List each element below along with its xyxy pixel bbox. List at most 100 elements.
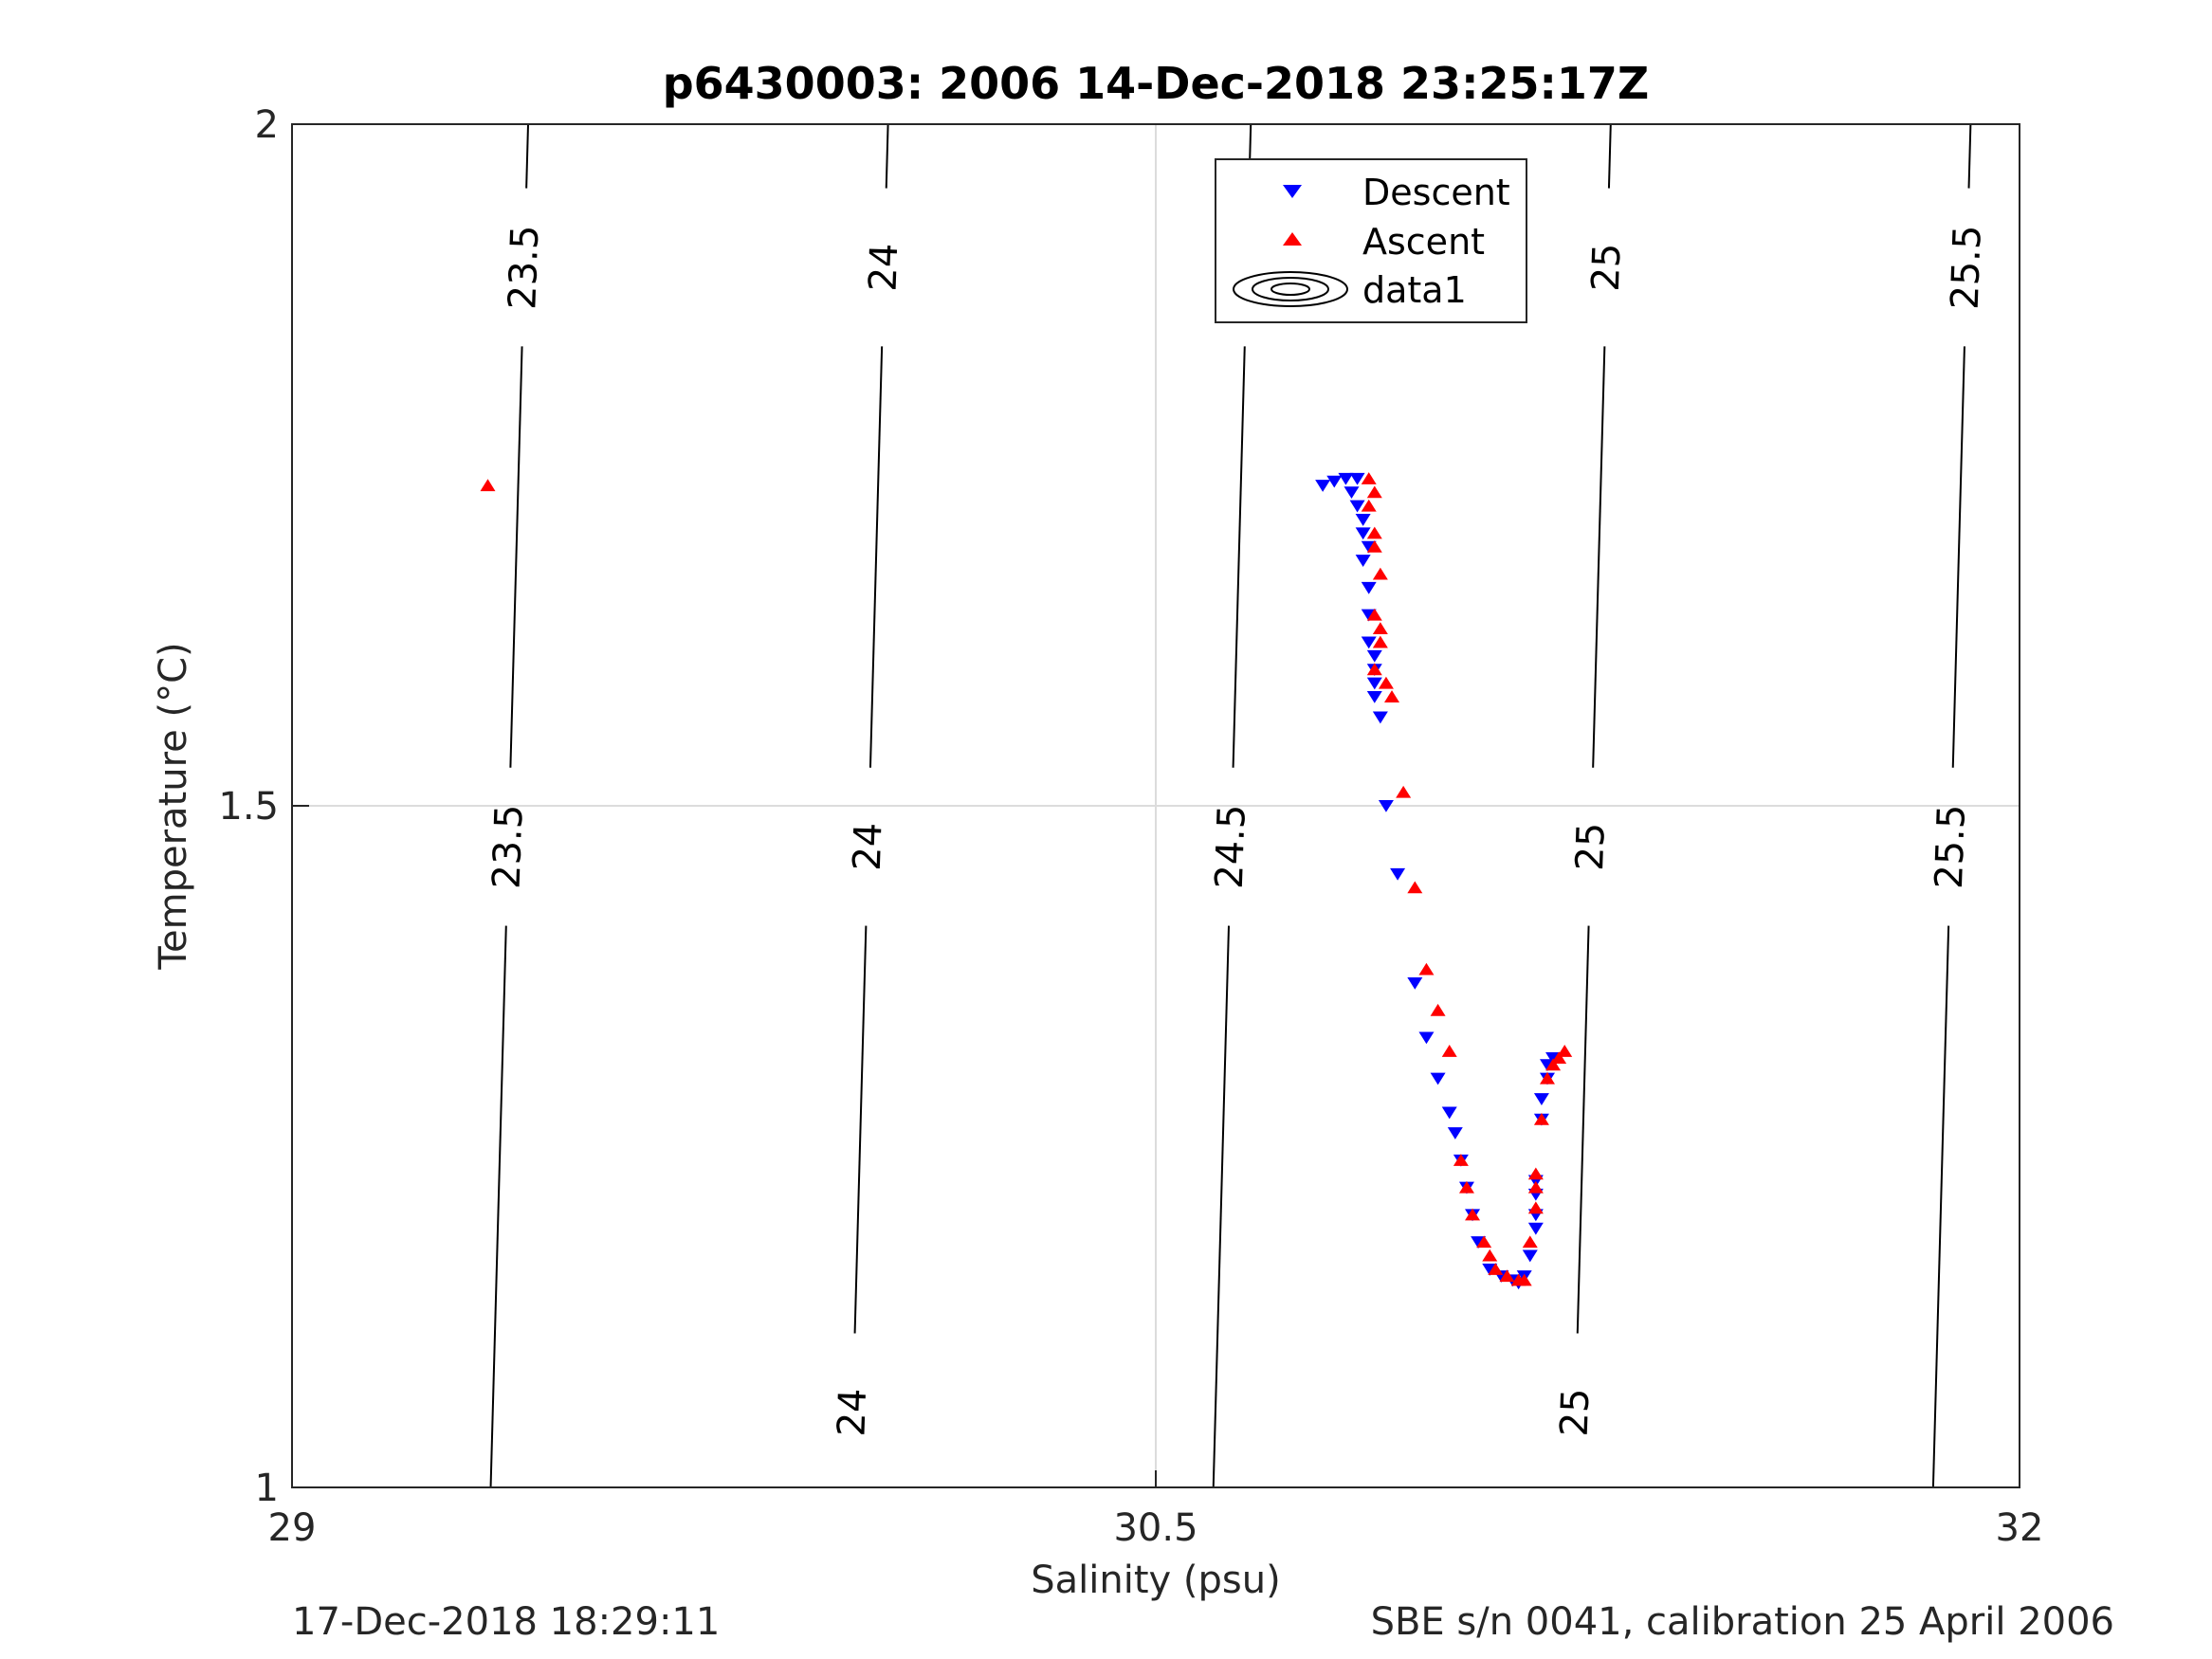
- y-tick-label: 2: [255, 103, 279, 147]
- ascent-point: [1378, 676, 1394, 689]
- legend-contour-icon-outer: [1233, 271, 1348, 307]
- contour-line: [1931, 925, 1950, 1488]
- contour-label: 23.5: [485, 804, 532, 890]
- ascent-point: [1488, 1263, 1504, 1275]
- ascent-point: [1396, 785, 1412, 798]
- ascent-point: [1458, 1180, 1474, 1194]
- contour-line: [868, 346, 884, 768]
- x-tick-label: 30.5: [1113, 1506, 1197, 1550]
- ascent-point: [1557, 1045, 1573, 1057]
- chart-title: p6430003: 2006 14-Dec-2018 23:25:17Z: [663, 58, 1650, 109]
- descent-point: [1441, 1106, 1457, 1120]
- contour-label: 24: [846, 822, 891, 871]
- legend-descent-label: Descent: [1362, 172, 1510, 213]
- descent-point: [1430, 1072, 1446, 1085]
- ascent-point: [1366, 526, 1382, 539]
- legend-ascent-marker: [1283, 232, 1302, 246]
- contour-line: [525, 123, 530, 189]
- ascent-point: [1539, 1071, 1555, 1085]
- descent-point: [1326, 475, 1343, 488]
- descent-point: [1378, 800, 1394, 812]
- legend-ascent-label: Ascent: [1362, 221, 1485, 263]
- ascent-point: [1441, 1045, 1457, 1057]
- ascent-point: [1384, 690, 1400, 702]
- descent-point: [1447, 1127, 1463, 1139]
- contour-line: [1592, 346, 1606, 768]
- x-tick-label: 32: [1996, 1506, 2044, 1550]
- contour-line: [1967, 123, 1972, 189]
- x-axis-label: Salinity (psu): [1031, 1559, 1280, 1602]
- ascent-point: [1361, 499, 1377, 512]
- contour-line: [1232, 346, 1246, 768]
- ascent-point: [1366, 539, 1382, 553]
- contour-label: 25: [1568, 822, 1614, 871]
- legend: Descent Ascent data1: [1215, 158, 1527, 323]
- footer-calibration: SBE s/n 0041, calibration 25 April 2006: [1370, 1600, 2114, 1644]
- contour-line: [1607, 123, 1612, 189]
- ascent-point: [1516, 1273, 1532, 1286]
- contour-line: [885, 123, 889, 189]
- ascent-point: [1527, 1201, 1544, 1214]
- y-tick-label: 1.5: [218, 785, 279, 829]
- ascent-point: [1430, 1003, 1446, 1016]
- ascent-point: [480, 479, 496, 492]
- ascent-point: [1482, 1249, 1498, 1262]
- data-points: [480, 472, 1573, 1290]
- ascent-point: [1527, 1180, 1544, 1194]
- ascent-point: [1366, 663, 1382, 676]
- contour-label: 24: [830, 1388, 875, 1437]
- descent-point: [1315, 480, 1331, 492]
- x-tick-label: 29: [268, 1506, 317, 1550]
- ascent-point: [1407, 881, 1423, 894]
- descent-point: [1355, 514, 1371, 526]
- contour-label: 24.5: [1208, 804, 1254, 890]
- descent-point: [1366, 690, 1382, 703]
- ascent-point: [1499, 1269, 1515, 1283]
- ascent-point: [1372, 567, 1388, 580]
- legend-data1-label: data1: [1362, 269, 1467, 311]
- ascent-point: [1527, 1167, 1544, 1180]
- descent-point: [1349, 500, 1365, 513]
- ascent-point: [1372, 622, 1388, 635]
- ascent-point: [1418, 962, 1435, 975]
- descent-point: [1372, 711, 1388, 724]
- contour-line: [853, 925, 868, 1334]
- descent-point: [1407, 976, 1423, 990]
- contour-line: [1576, 925, 1590, 1334]
- descent-point: [1522, 1249, 1538, 1263]
- ascent-point: [1366, 608, 1382, 621]
- contour-label: 23.5: [501, 225, 547, 311]
- descent-point: [1361, 581, 1377, 594]
- ascent-point: [1366, 485, 1382, 499]
- contour-label: 25.5: [1944, 225, 1990, 311]
- y-axis-label: Temperature (°C): [152, 642, 195, 970]
- descent-point: [1366, 649, 1382, 663]
- descent-point: [1338, 472, 1354, 485]
- contour-line: [1212, 925, 1230, 1488]
- descent-point: [1355, 555, 1371, 567]
- footer-timestamp: 17-Dec-2018 18:29:11: [292, 1600, 721, 1644]
- ascent-point: [1372, 635, 1388, 648]
- contour-line: [509, 346, 523, 768]
- ascent-point: [1533, 1112, 1549, 1125]
- ascent-point: [1476, 1235, 1492, 1249]
- descent-point: [1361, 636, 1377, 649]
- descent-point: [1533, 1093, 1549, 1105]
- legend-descent-marker: [1283, 185, 1302, 198]
- descent-point: [1390, 867, 1406, 881]
- descent-point: [1344, 486, 1360, 500]
- ascent-point: [1361, 472, 1377, 484]
- y-tick-label: 1: [255, 1467, 279, 1510]
- legend-contour-icon-middle: [1252, 277, 1329, 301]
- descent-point: [1527, 1222, 1544, 1235]
- axis-ticks: 29 30.5 32 1 1.5 2: [218, 103, 2043, 1550]
- descent-point: [1349, 472, 1365, 485]
- ascent-point: [1522, 1235, 1538, 1249]
- contour-label: 25: [1584, 243, 1630, 292]
- contour-line: [489, 925, 507, 1488]
- ascent-point: [1545, 1058, 1562, 1071]
- legend-contour-icon-inner: [1271, 283, 1310, 296]
- ascent-point: [1453, 1154, 1469, 1166]
